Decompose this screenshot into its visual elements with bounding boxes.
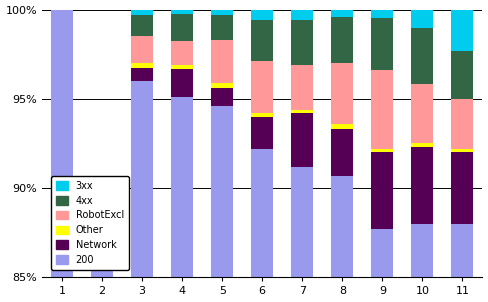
Bar [131, 36, 153, 63]
Bar [91, 237, 113, 243]
Bar [91, 243, 113, 268]
Bar [91, 188, 113, 194]
Bar [91, 210, 113, 237]
Bar [131, 10, 153, 15]
Legend: 3xx, 4xx, RobotExcl, Other, Network, 200: 3xx, 4xx, RobotExcl, Other, Network, 200 [51, 176, 129, 270]
Bar [331, 17, 353, 63]
Bar [371, 153, 393, 229]
Bar [131, 63, 153, 68]
Bar [251, 61, 273, 113]
Bar [211, 88, 233, 106]
Bar [251, 117, 273, 149]
Bar [251, 10, 273, 20]
Bar [371, 149, 393, 153]
Bar [211, 83, 233, 88]
Bar [211, 40, 233, 83]
Bar [371, 229, 393, 302]
Bar [331, 124, 353, 129]
Bar [291, 20, 313, 65]
Bar [211, 10, 233, 15]
Bar [331, 176, 353, 302]
Bar [171, 97, 193, 302]
Bar [371, 10, 393, 18]
Bar [171, 41, 193, 65]
Bar [131, 15, 153, 36]
Bar [331, 129, 353, 176]
Bar [451, 99, 473, 149]
Bar [411, 28, 433, 84]
Bar [251, 20, 273, 61]
Bar [131, 81, 153, 302]
Bar [451, 224, 473, 302]
Bar [291, 110, 313, 113]
Bar [411, 147, 433, 224]
Bar [371, 18, 393, 70]
Bar [91, 268, 113, 302]
Bar [171, 10, 193, 14]
Bar [291, 113, 313, 167]
Bar [51, 10, 73, 302]
Bar [451, 10, 473, 51]
Bar [291, 10, 313, 20]
Bar [171, 65, 193, 69]
Bar [251, 113, 273, 117]
Bar [291, 65, 313, 110]
Bar [411, 10, 433, 28]
Bar [371, 70, 393, 149]
Bar [451, 153, 473, 224]
Bar [291, 167, 313, 302]
Bar [251, 149, 273, 302]
Bar [411, 84, 433, 143]
Bar [171, 69, 193, 97]
Bar [91, 194, 113, 210]
Bar [131, 68, 153, 81]
Bar [451, 149, 473, 153]
Bar [411, 143, 433, 147]
Bar [451, 51, 473, 99]
Bar [331, 63, 353, 124]
Bar [331, 10, 353, 17]
Bar [411, 224, 433, 302]
Bar [171, 14, 193, 41]
Bar [211, 106, 233, 302]
Bar [211, 15, 233, 40]
